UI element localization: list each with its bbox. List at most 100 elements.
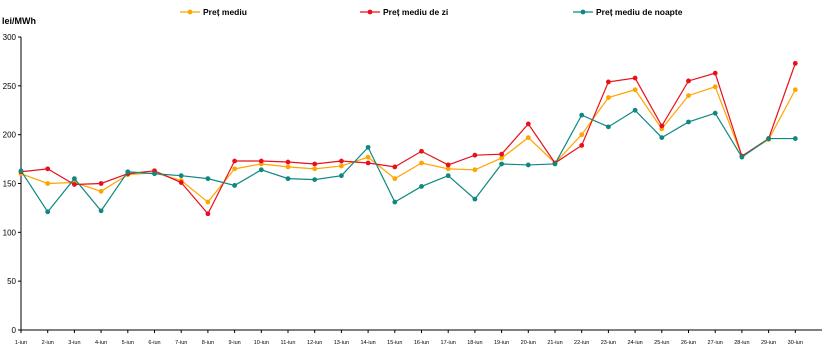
data-point (712, 84, 718, 90)
x-tick-label: 17-iun (441, 340, 456, 345)
x-tick-label: 15-iun (387, 340, 402, 345)
y-tick-label: 250 (3, 82, 17, 91)
x-tick-label: 9-iun (228, 340, 240, 345)
series-pret-mediu (18, 84, 798, 205)
data-point (499, 151, 504, 157)
data-point (472, 152, 478, 158)
data-point (766, 136, 771, 141)
data-point (712, 110, 718, 116)
y-tick-label: 200 (3, 131, 17, 140)
data-point (125, 169, 131, 175)
data-point (525, 135, 531, 140)
data-point (312, 177, 318, 182)
data-point (632, 75, 638, 81)
x-tick-label: 8-iun (202, 340, 214, 345)
legend-item-pret-mediu-de-zi: Preț mediu de zi (360, 7, 448, 17)
x-tick-label: 1-iun (15, 340, 27, 345)
data-point (686, 78, 691, 84)
data-point (525, 121, 531, 127)
data-point (659, 123, 665, 129)
legend-label: Preț mediu de zi (383, 7, 448, 17)
data-point (392, 199, 398, 205)
data-point (45, 209, 51, 215)
data-point (792, 60, 798, 66)
data-point (525, 162, 531, 168)
x-tick-label: 22-iun (574, 340, 589, 345)
data-point (606, 95, 611, 100)
series-pret-mediu-de-zi (18, 60, 798, 217)
legend-swatch-marker (187, 9, 193, 15)
data-point (792, 87, 798, 93)
data-point (445, 173, 451, 179)
data-point (499, 161, 504, 167)
data-point (312, 161, 318, 167)
data-point (178, 173, 184, 179)
data-point (98, 208, 104, 214)
data-point (365, 144, 371, 150)
data-point (632, 87, 638, 93)
data-point (792, 136, 798, 141)
data-point (445, 166, 451, 172)
series-line-pret-mediu (20, 86, 796, 203)
data-point (178, 180, 184, 185)
x-tick-label: 16-iun (414, 340, 429, 345)
x-tick-label: 6-iun (148, 340, 160, 345)
data-point (739, 154, 745, 160)
legend-label: Preț mediu de noapte (596, 7, 683, 17)
data-point (205, 199, 211, 205)
data-point (232, 158, 238, 164)
y-axis: 0 50 100 150 200 250 300 (3, 33, 22, 335)
x-tick-label: 4-iun (95, 340, 107, 345)
data-point (258, 158, 264, 164)
data-point (18, 168, 24, 174)
data-point (152, 171, 157, 177)
data-point (472, 167, 478, 173)
y-tick-label: 150 (3, 180, 17, 189)
x-tick-label: 2-iun (42, 340, 54, 345)
data-point (472, 196, 478, 202)
x-tick-label: 24-iun (627, 340, 642, 345)
series-line-pret-mediu-de-zi (20, 63, 796, 215)
data-point (205, 176, 211, 182)
data-point (339, 158, 344, 164)
legend-label: Preț mediu (203, 7, 247, 17)
x-tick-label: 11-iun (281, 340, 296, 345)
data-point (686, 119, 691, 125)
data-point (72, 182, 77, 187)
legend-swatch-marker (367, 9, 373, 15)
x-tick-label: 14-iun (360, 340, 375, 345)
data-point (579, 112, 585, 118)
x-tick-label: 28-iun (734, 340, 749, 345)
data-point (659, 135, 665, 140)
x-tick-label: 23-iun (601, 340, 616, 345)
x-tick-label: 20-iun (521, 340, 536, 345)
data-point (98, 188, 104, 194)
data-point (632, 107, 638, 113)
data-point (419, 184, 424, 189)
data-point (419, 148, 424, 154)
data-point (285, 176, 291, 182)
x-tick-label: 26-iun (681, 340, 696, 345)
data-point (312, 166, 318, 172)
x-tick-label: 27-iun (708, 340, 723, 345)
series-line-pret-mediu-de-noapte (20, 109, 796, 213)
data-point (606, 79, 611, 85)
data-point (365, 160, 371, 166)
x-tick-label: 12-iun (307, 340, 322, 345)
x-tick-label: 3-iun (68, 340, 80, 345)
legend-swatch-marker (580, 9, 586, 15)
data-point (45, 166, 51, 172)
x-tick-label: 10-iun (254, 340, 269, 345)
data-point (285, 164, 291, 170)
data-point (392, 164, 398, 170)
data-point (712, 70, 718, 76)
y-tick-label: 50 (7, 277, 16, 286)
data-point (339, 163, 344, 169)
x-tick-label: 29-iun (761, 340, 776, 345)
legend-item-pret-mediu-de-noapte: Preț mediu de noapte (573, 7, 683, 17)
data-point (339, 173, 344, 179)
x-tick-label: 25-iun (654, 340, 669, 345)
legend-item-pret-mediu: Preț mediu (180, 7, 247, 17)
data-point (45, 181, 51, 186)
